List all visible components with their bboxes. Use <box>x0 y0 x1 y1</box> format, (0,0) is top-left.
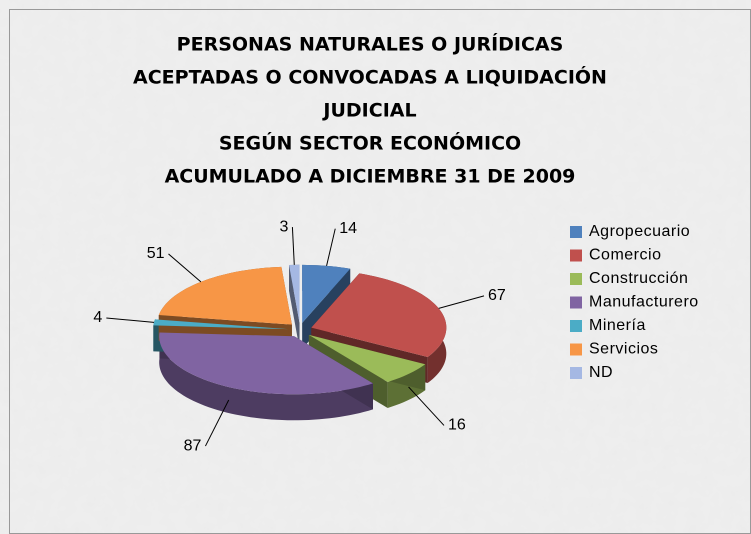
legend-label: Agropecuario <box>589 223 690 240</box>
data-label: 4 <box>93 309 102 326</box>
legend-label: Servicios <box>589 341 658 358</box>
slice <box>302 264 351 323</box>
title-line: SEGÚN SECTOR ECONÓMICO <box>219 131 521 155</box>
leader-line <box>168 253 202 283</box>
legend-label: ND <box>589 364 613 381</box>
legend-swatch <box>570 273 582 285</box>
leader-line <box>204 399 230 447</box>
slice <box>289 264 300 323</box>
title-line: ACUMULADO A DICIEMBRE 31 DE 2009 <box>165 166 576 188</box>
leader-line <box>291 227 295 265</box>
legend-label: Construcción <box>589 270 688 287</box>
title-line: ACEPTADAS O CONVOCADAS A LIQUIDACIÓN <box>133 65 607 89</box>
slice <box>159 332 373 395</box>
legend-label: Minería <box>589 317 646 334</box>
title-line: PERSONAS NATURALES O JURÍDICAS <box>177 33 564 56</box>
legend-swatch <box>570 320 582 332</box>
legend-swatch <box>570 296 582 309</box>
slice-tops <box>153 264 447 395</box>
data-label: 3 <box>280 218 289 235</box>
slice-side <box>159 332 373 421</box>
legend-swatch <box>570 226 582 238</box>
slice <box>308 334 426 382</box>
leader-line <box>106 317 155 323</box>
legend-label: Comercio <box>589 247 661 264</box>
data-label: 16 <box>448 417 466 434</box>
slice <box>158 266 292 325</box>
data-label: 87 <box>184 437 202 454</box>
data-label: 67 <box>488 287 506 304</box>
leader-line <box>408 386 445 426</box>
chart-title: PERSONAS NATURALES O JURÍDICAS ACEPTADAS … <box>133 33 607 188</box>
leader-line <box>438 295 485 309</box>
title-line: JUDICIAL <box>321 100 416 122</box>
data-label: 51 <box>147 245 165 262</box>
slice <box>153 319 289 330</box>
slice <box>311 273 447 358</box>
leader-line <box>326 228 336 266</box>
legend-label: Manufacturero <box>589 294 699 311</box>
data-label: 14 <box>339 220 357 237</box>
slice-face <box>289 264 300 349</box>
legend-swatch <box>570 367 582 379</box>
legend-swatch <box>570 343 582 356</box>
legend-swatch <box>570 249 582 262</box>
